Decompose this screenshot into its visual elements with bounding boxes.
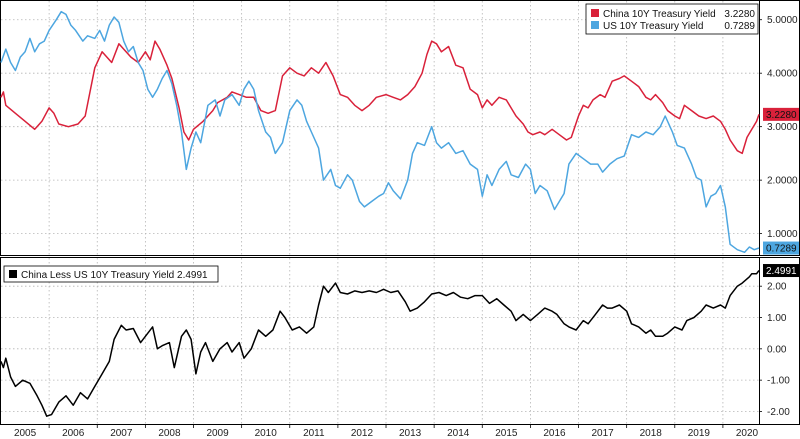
- x-tick-label-2013: 2013: [399, 428, 422, 439]
- y-tick-label-panel1-3: 4.0000: [767, 69, 798, 80]
- axes-layer: 2005 2006 2007 2008 2009 2010 2011 2012 2013 2014…: [14, 15, 799, 439]
- last-value-label-1-1: 0.7289: [766, 244, 797, 255]
- x-tick-label-2010: 2010: [255, 428, 278, 439]
- x-tick-label-2008: 2008: [158, 428, 181, 439]
- last-value-badge-1-0: [763, 107, 799, 121]
- x-tick-label-2012: 2012: [351, 428, 374, 439]
- legend-swatch-1: [591, 21, 599, 29]
- y-tick-label-panel2-0: -2.00: [767, 407, 790, 418]
- series-layer: [0, 10, 760, 417]
- frame-layer: [0, 0, 800, 425]
- legend-value-0: 3.2280: [724, 9, 755, 20]
- last-value-badge-1-1: [763, 241, 799, 255]
- y-tick-label-panel1-0: 1.0000: [767, 229, 798, 240]
- x-tick-label-2020: 2020: [736, 428, 759, 439]
- x-tick-label-2009: 2009: [206, 428, 229, 439]
- y-tick-label-panel2-3: 1.00: [767, 313, 787, 324]
- last-value-badge-2-0: [763, 264, 799, 278]
- legend-layer: China 10Y Treasury Yield 3.2280 US 10Y Tre…: [3, 3, 759, 283]
- legend-label-1: US 10Y Treasury Yield: [603, 21, 703, 32]
- series-line-us-10y-treasury-yield: [0, 10, 760, 254]
- x-tick-label-2006: 2006: [62, 428, 85, 439]
- last-value-label-1-0: 3.2280: [766, 110, 797, 121]
- x-tick-label-2019: 2019: [688, 428, 711, 439]
- legend-label-0: China 10Y Treasury Yield: [603, 9, 716, 20]
- series-line-china-10y-treasury-yield: [0, 40, 760, 155]
- series-line-china-less-us-10y-treasury-yield: [0, 270, 760, 417]
- y-tick-label-panel1-2: 3.0000: [767, 122, 798, 133]
- y-tick-label-panel2-2: 0.00: [767, 344, 787, 355]
- panel-frame-1: [0, 0, 800, 256]
- grid-layer: [1, 1, 759, 424]
- legend-swatch-spread: [9, 270, 17, 278]
- last-value-label-2-0: 2.4991: [766, 266, 797, 277]
- x-tick-label-2018: 2018: [640, 428, 663, 439]
- y-tick-label-panel2-1: -1.00: [767, 376, 790, 387]
- x-tick-label-2014: 2014: [447, 428, 470, 439]
- x-tick-label-2017: 2017: [591, 428, 614, 439]
- y-tick-label-panel1-1: 2.0000: [767, 176, 798, 187]
- y-tick-label-panel2-4: 2.00: [767, 282, 787, 293]
- legend-value-1: 0.7289: [724, 21, 755, 32]
- panel-frame-2: [0, 257, 800, 425]
- legend-box-top: [585, 3, 759, 35]
- legend-swatch-0: [591, 9, 599, 17]
- x-tick-label-2016: 2016: [543, 428, 566, 439]
- legend-box-bottom: [3, 265, 219, 283]
- legend-label-spread: China Less US 10Y Treasury Yield 2.4991: [21, 270, 208, 281]
- x-tick-label-2011: 2011: [303, 428, 325, 439]
- x-tick-label-2005: 2005: [14, 428, 37, 439]
- x-tick-label-2015: 2015: [495, 428, 518, 439]
- y-tick-label-panel1-4: 5.0000: [767, 15, 798, 26]
- x-tick-label-2007: 2007: [110, 428, 133, 439]
